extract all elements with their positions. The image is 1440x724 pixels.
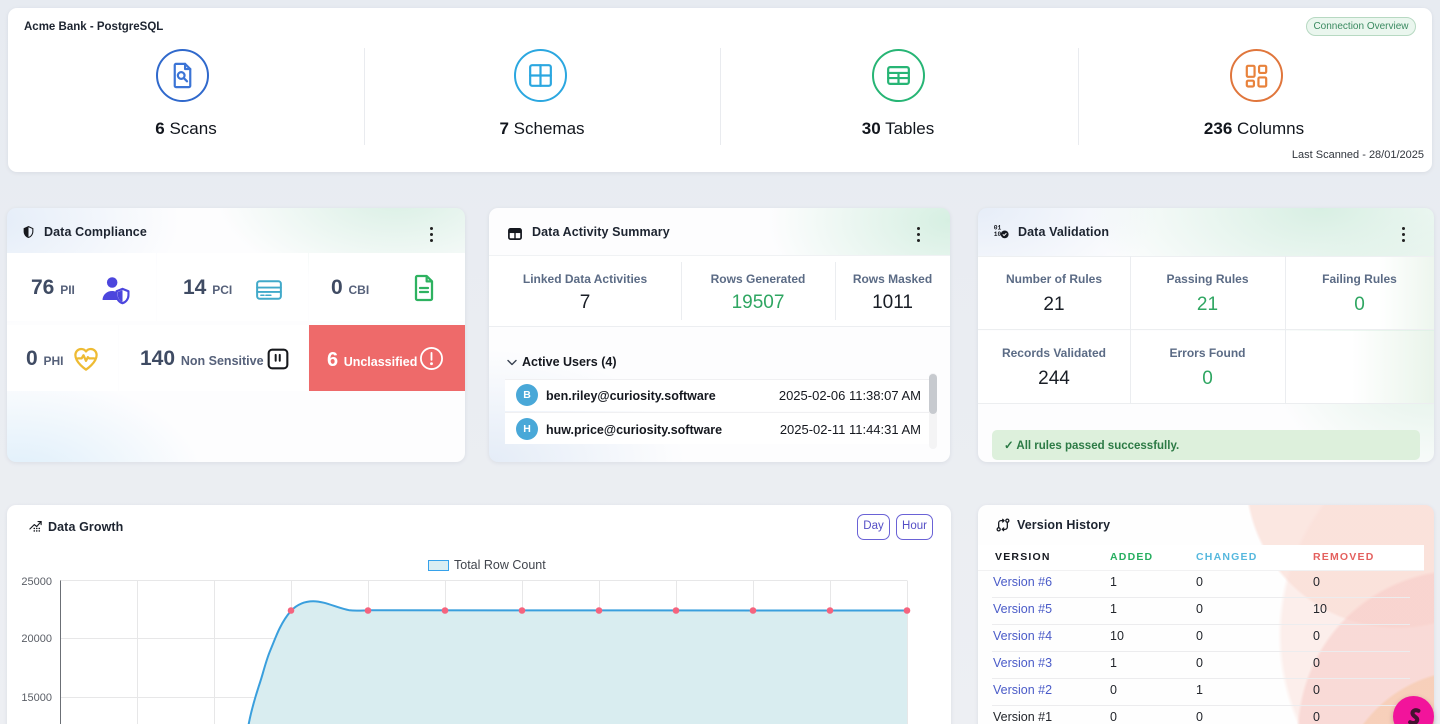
svg-text:01: 01	[994, 224, 1002, 231]
svg-text:10: 10	[994, 231, 1002, 238]
